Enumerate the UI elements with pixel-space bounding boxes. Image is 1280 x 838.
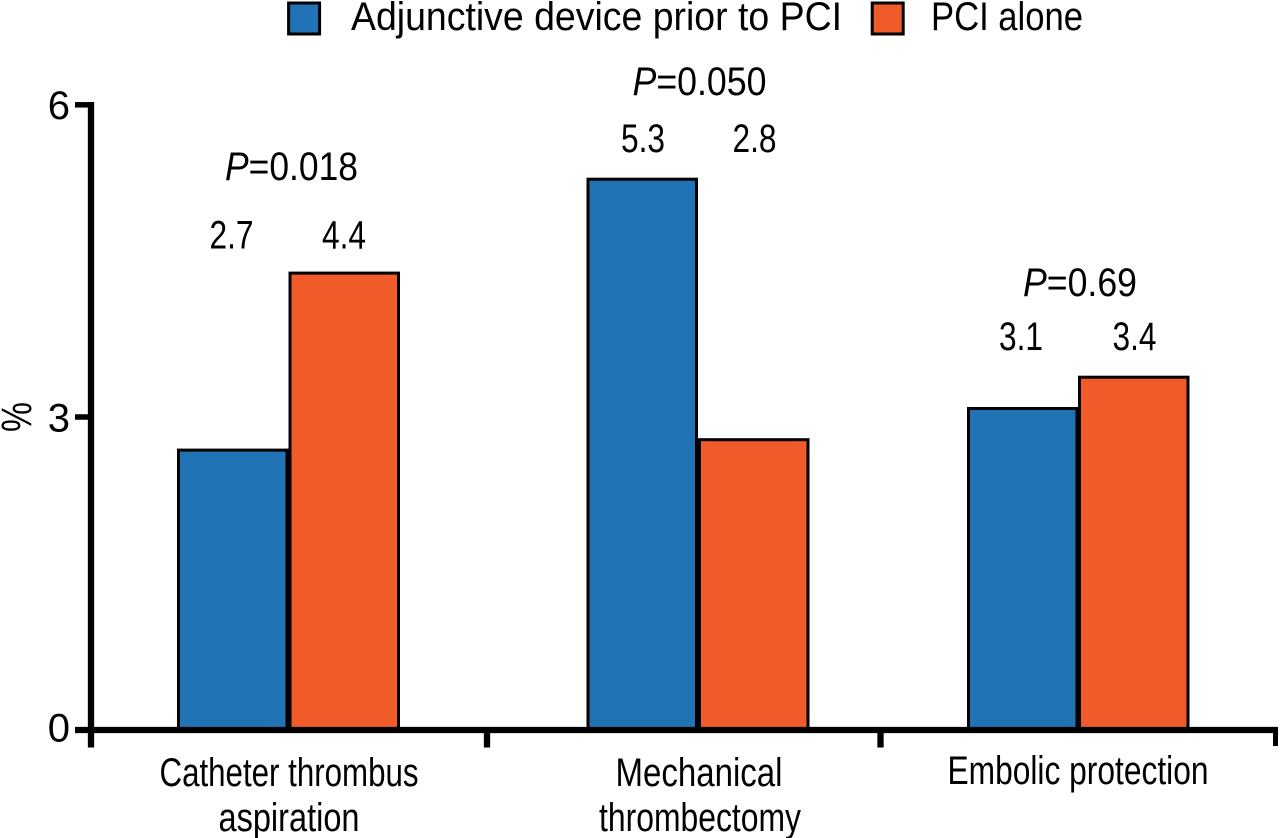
svg-text:Mechanical: Mechanical	[616, 751, 783, 795]
svg-text:2.8: 2.8	[733, 117, 777, 161]
svg-text:4.4: 4.4	[322, 214, 366, 258]
svg-text:aspiration: aspiration	[219, 796, 360, 838]
svg-text:Embolic protection: Embolic protection	[948, 749, 1209, 793]
svg-text:Adjunctive device prior to PCI: Adjunctive device prior to PCI	[351, 0, 842, 39]
svg-text:P=0.018: P=0.018	[225, 145, 358, 189]
svg-text:5.3: 5.3	[621, 117, 665, 161]
svg-text:Catheter thrombus: Catheter thrombus	[160, 751, 419, 795]
svg-text:%: %	[0, 402, 42, 432]
svg-text:0: 0	[48, 707, 70, 751]
svg-text:thrombectomy: thrombectomy	[599, 796, 801, 838]
svg-text:3.1: 3.1	[999, 315, 1043, 359]
svg-text:2.7: 2.7	[210, 214, 254, 258]
svg-text:3: 3	[48, 397, 70, 441]
svg-text:P=0.69: P=0.69	[1023, 261, 1137, 305]
svg-text:PCI alone: PCI alone	[931, 0, 1083, 39]
svg-text:P=0.050: P=0.050	[633, 60, 767, 104]
svg-text:3.4: 3.4	[1113, 315, 1157, 359]
svg-text:6: 6	[48, 84, 70, 128]
